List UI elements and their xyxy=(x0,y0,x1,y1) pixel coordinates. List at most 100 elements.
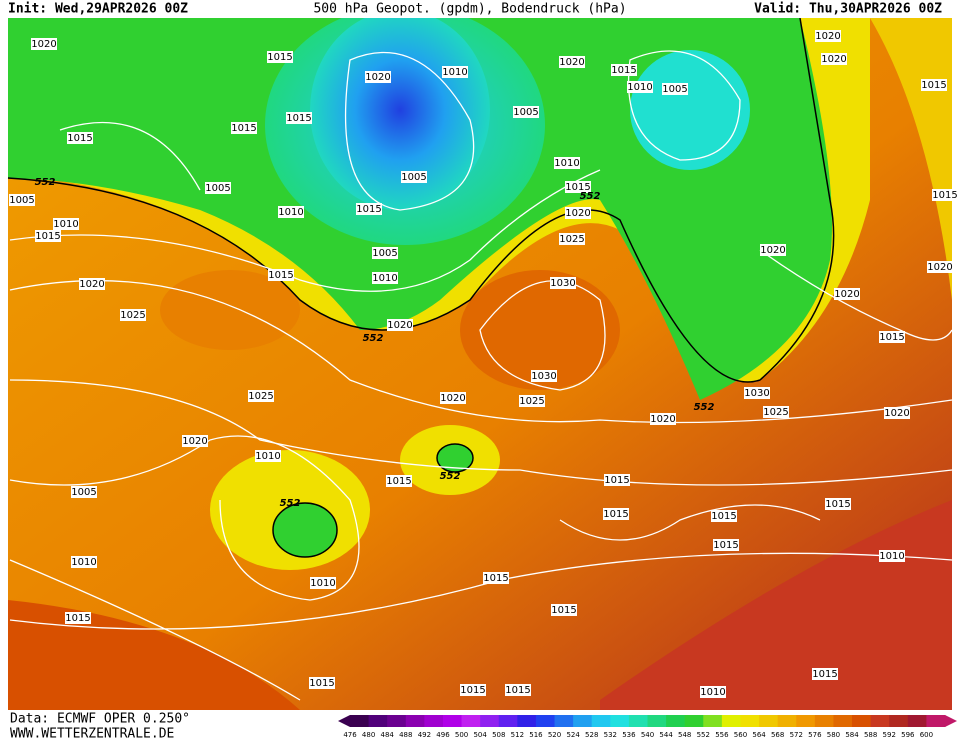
colorbar-swatch xyxy=(405,715,425,727)
isobar-label-bg xyxy=(815,30,841,42)
colorbar-label: 544 xyxy=(659,731,673,739)
colorbar-label: 512 xyxy=(511,731,524,739)
colorbar-label: 596 xyxy=(901,731,915,739)
isobar-label: 1020 xyxy=(182,436,207,447)
isobar-label-bg xyxy=(401,171,427,183)
isobar-label: 1015 xyxy=(460,685,485,696)
colorbar-label: 580 xyxy=(827,731,840,739)
site: WWW.WETTERZENTRALE.DE xyxy=(10,727,174,741)
isobar-label-bg xyxy=(35,230,61,242)
isobar-label-bg xyxy=(559,56,585,68)
colorbar-label: 476 xyxy=(343,731,357,739)
isobar-label: 1015 xyxy=(713,540,738,551)
colorbar-label: 552 xyxy=(697,731,710,739)
isobar-label-bg xyxy=(205,182,231,194)
colorbar-swatch xyxy=(610,715,630,727)
isobar-label-bg xyxy=(231,122,257,134)
isobar-label: 1015 xyxy=(565,182,590,193)
isobar-label: 1010 xyxy=(700,687,725,698)
colorbar-label: 524 xyxy=(566,731,580,739)
colorbar-swatch xyxy=(535,715,556,727)
colorbar-label: 540 xyxy=(641,731,654,739)
isobar-label: 1020 xyxy=(834,289,859,300)
isobar-label-bg xyxy=(442,66,468,78)
isobar-label-bg xyxy=(387,319,413,331)
colorbar-swatch xyxy=(666,715,686,727)
colorbar-swatch xyxy=(498,715,518,727)
isobar-label: 1015 xyxy=(309,678,334,689)
colorbar-swatch xyxy=(573,715,593,727)
isobar-label: 1030 xyxy=(744,388,769,399)
colorbar-label: 504 xyxy=(473,731,487,739)
isobar-label: 1010 xyxy=(278,207,303,218)
colorbar-swatch xyxy=(889,715,909,727)
isobar-label-bg xyxy=(744,387,770,399)
isobar-label-bg xyxy=(554,157,580,169)
colorbar-swatch xyxy=(461,715,481,727)
isobar-label: 1015 xyxy=(551,605,576,616)
isobar-label-bg xyxy=(440,392,466,404)
isobar-label-bg xyxy=(700,686,726,698)
isobar-label-bg xyxy=(120,309,146,321)
isobar-label-bg xyxy=(372,272,398,284)
isobar-label-bg xyxy=(67,132,93,144)
isobar-label: 1010 xyxy=(53,219,78,230)
colorbar-label: 520 xyxy=(548,731,561,739)
colorbar-swatch xyxy=(480,715,500,727)
colorbar-swatch xyxy=(814,715,834,727)
colorbar-swatch xyxy=(368,715,388,727)
colorbar-label: 588 xyxy=(864,731,877,739)
colorbar-swatch xyxy=(740,715,760,727)
isobar-label: 1015 xyxy=(932,190,957,201)
colorbar-label: 600 xyxy=(920,731,933,739)
map-field xyxy=(7,5,952,710)
colorbar-swatch xyxy=(833,715,853,727)
colorbar-swatch xyxy=(777,715,797,727)
colorbar-label: 492 xyxy=(418,731,431,739)
isobar-label-bg xyxy=(267,51,293,63)
isobar-label: 1015 xyxy=(505,685,530,696)
isobar-label: 1025 xyxy=(120,310,145,321)
colorbar-swatch xyxy=(684,715,704,727)
isobar-label: 1005 xyxy=(205,183,230,194)
isobar-label-bg xyxy=(760,244,786,256)
isobar-label-bg xyxy=(650,413,676,425)
isobar-label-bg xyxy=(268,269,294,281)
colorbar-label: 536 xyxy=(622,731,636,739)
isobar-label-bg xyxy=(31,38,57,50)
isobar-label: 1005 xyxy=(513,107,538,118)
isobar-label: 1010 xyxy=(255,451,280,462)
isobar-label-bg xyxy=(884,407,910,419)
colorbar-swatch xyxy=(554,715,574,727)
colorbar-swatch xyxy=(442,715,463,727)
isobar-label: 1020 xyxy=(559,57,584,68)
height-label: 552 xyxy=(280,498,301,509)
isobar-label-bg xyxy=(713,539,739,551)
isobar-label-bg xyxy=(513,106,539,118)
isobar-label: 1015 xyxy=(604,475,629,486)
isobar-label-bg xyxy=(286,112,312,124)
colorbar-swatch xyxy=(759,715,779,727)
isobar-label-bg xyxy=(551,604,577,616)
isobar-label-bg xyxy=(921,79,947,91)
colorbar-label: 548 xyxy=(678,731,691,739)
colorbar-label: 556 xyxy=(715,731,729,739)
height-label: 552 xyxy=(35,177,56,188)
isobar-label-bg xyxy=(812,668,838,680)
colorbar-swatch xyxy=(591,715,611,727)
isobar-label-bg xyxy=(483,572,509,584)
labels: 1020 1015 1015 1015 1015 1020 1010 1020 1015 1010… xyxy=(9,30,958,698)
isobar-label-bg xyxy=(879,550,905,562)
isobar-label-bg xyxy=(278,206,304,218)
isobar-label: 1010 xyxy=(372,273,397,284)
isobar-label-bg xyxy=(627,81,653,93)
isobar-label-bg xyxy=(821,53,847,65)
isobar-label-bg xyxy=(255,450,281,462)
isobar-label: 1015 xyxy=(268,270,293,281)
colorbar-swatch xyxy=(628,715,648,727)
isobar-label-bg xyxy=(71,556,97,568)
isobar-label: 1005 xyxy=(71,487,96,498)
isobar-label: 1015 xyxy=(711,511,736,522)
isobar-label: 1015 xyxy=(67,133,92,144)
